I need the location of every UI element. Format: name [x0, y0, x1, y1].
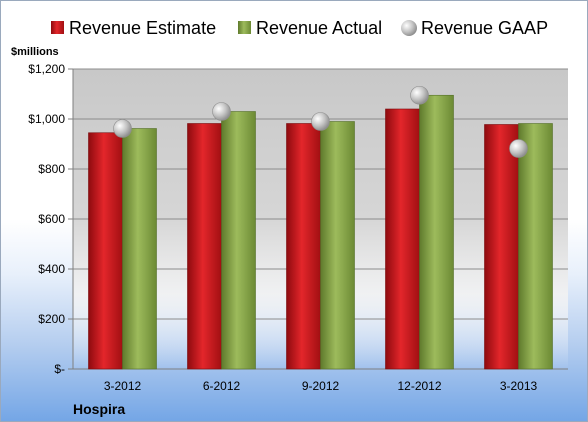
bar-revenue-actual: [122, 128, 157, 370]
legend-label-actual: Revenue Actual: [256, 18, 382, 38]
x-axis-ticks: 3-2012 6-2012 9-2012 12-2012 3-2013: [104, 379, 538, 393]
legend-marker-gaap: [401, 20, 417, 36]
marker-revenue-gaap: [410, 85, 429, 105]
x-tick-label: 6-2012: [203, 379, 241, 393]
unit-label: $millions: [11, 46, 59, 58]
bar-revenue-actual: [221, 111, 256, 370]
bars: [88, 94, 553, 370]
y-tick-label: $-: [54, 362, 65, 376]
legend: Revenue Estimate Revenue Actual Revenue …: [51, 18, 548, 38]
y-tick-label: $600: [38, 212, 65, 226]
legend-item-gaap: Revenue GAAP: [401, 18, 548, 38]
x-tick-label: 3-2012: [104, 379, 142, 393]
bar-revenue-actual: [419, 94, 454, 370]
company-name: Hospira: [73, 401, 125, 417]
legend-label-gaap: Revenue GAAP: [421, 18, 548, 38]
bar-revenue-actual: [518, 123, 553, 370]
legend-swatch-actual: [238, 21, 251, 34]
y-tick-label: $200: [38, 312, 65, 326]
marker-revenue-gaap: [311, 112, 330, 131]
gaap-markers: [113, 85, 528, 158]
legend-item-estimate: Revenue Estimate: [51, 18, 216, 38]
bar-revenue-estimate: [286, 123, 321, 370]
bar-revenue-estimate: [88, 132, 123, 370]
bar-revenue-estimate: [484, 124, 519, 370]
y-tick-label: $400: [38, 262, 65, 276]
x-tick-label: 12-2012: [397, 379, 441, 393]
marker-revenue-gaap: [113, 119, 132, 138]
x-tick-label: 3-2013: [500, 379, 538, 393]
legend-swatch-estimate: [51, 21, 64, 34]
marker-revenue-gaap: [212, 102, 231, 121]
x-tick-label: 9-2012: [302, 379, 340, 393]
y-tick-label: $1,000: [28, 112, 65, 126]
y-axis-ticks: $- $200 $400 $600 $800 $1,000 $1,200: [28, 62, 73, 376]
legend-label-estimate: Revenue Estimate: [69, 18, 216, 38]
bar-revenue-actual: [320, 121, 355, 370]
y-tick-label: $1,200: [28, 62, 65, 76]
legend-item-actual: Revenue Actual: [238, 18, 382, 38]
y-tick-label: $800: [38, 162, 65, 176]
bar-revenue-estimate: [385, 108, 420, 370]
bar-revenue-estimate: [187, 123, 222, 370]
marker-revenue-gaap: [509, 139, 528, 158]
